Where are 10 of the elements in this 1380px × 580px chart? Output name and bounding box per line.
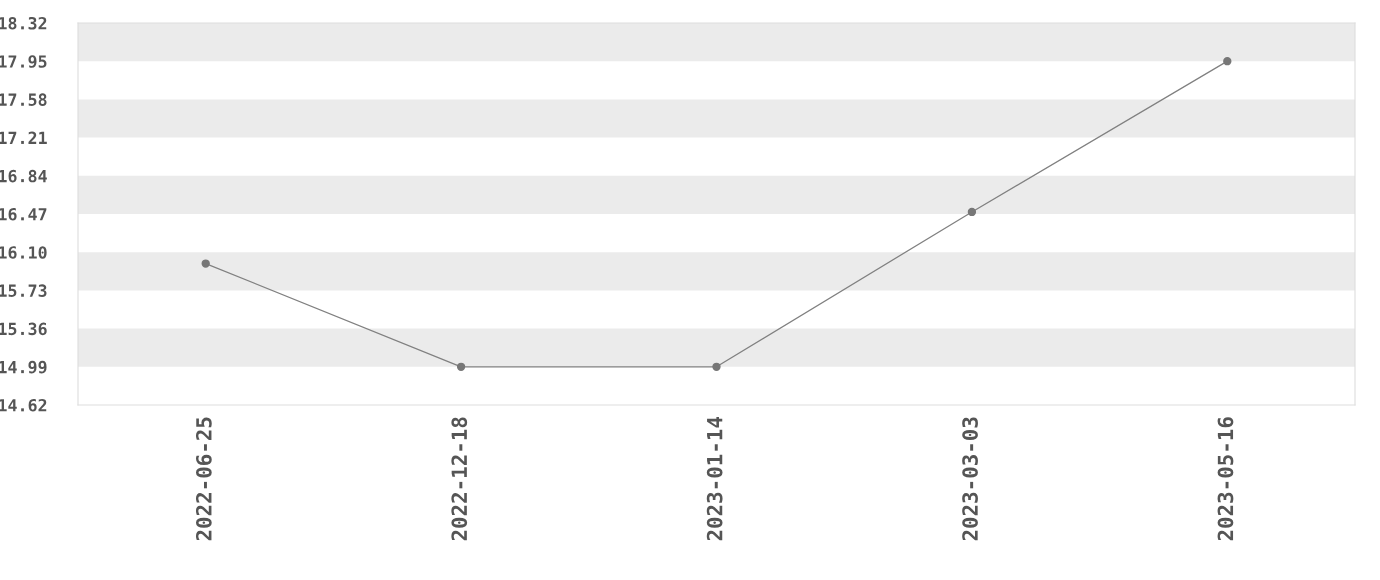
point <box>201 259 210 268</box>
point <box>712 362 721 371</box>
x-tick-label: 2022-12-18 <box>451 417 468 541</box>
x-tick-label: 2023-01-14 <box>706 417 723 541</box>
point <box>967 207 977 217</box>
x-tick-label: 2023-05-16 <box>1217 417 1234 541</box>
point <box>456 362 466 371</box>
x-tick-label: 2023-03-03 <box>962 417 978 541</box>
point <box>1223 57 1232 66</box>
x-tick-label: 2022-06-25 <box>195 417 212 541</box>
